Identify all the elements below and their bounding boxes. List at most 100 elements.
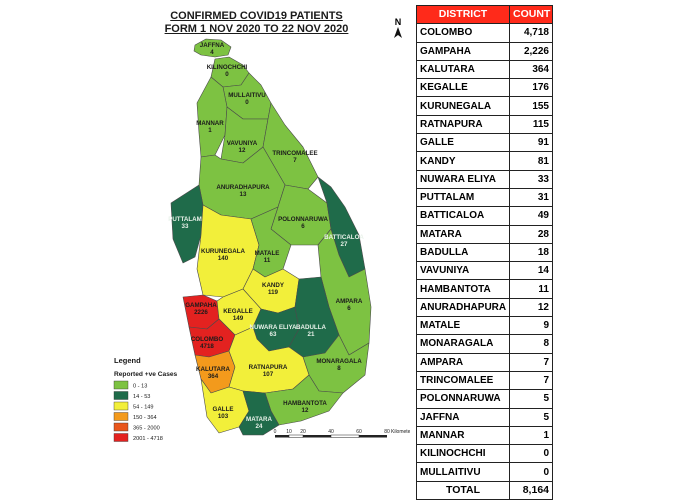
legend-subtitle: Reported +ve Cases bbox=[114, 371, 178, 378]
district-label-polonnaruwa: POLONNARUWA bbox=[278, 216, 328, 223]
header-count: COUNT bbox=[510, 6, 553, 24]
scale-tick: 40 bbox=[328, 429, 334, 435]
count-cell: 81 bbox=[510, 152, 553, 170]
district-cell: MULLAITIVU bbox=[417, 463, 510, 481]
legend-label: 150 - 364 bbox=[133, 415, 157, 421]
scale-tick: 80 bbox=[384, 429, 390, 435]
district-label-mullaitivu: MULLAITIVU bbox=[228, 92, 266, 99]
legend-label: 2001 - 4718 bbox=[133, 436, 163, 442]
table-row: VAVUNIYA 14 bbox=[417, 262, 553, 280]
district-cell: KANDY bbox=[417, 152, 510, 170]
district-value-kalutara: 364 bbox=[208, 373, 219, 380]
count-cell: 11 bbox=[510, 280, 553, 298]
district-mannar bbox=[197, 77, 227, 157]
total-value: 8,164 bbox=[510, 481, 553, 499]
district-value-ratnapura: 107 bbox=[263, 371, 274, 378]
legend-swatch bbox=[114, 392, 128, 400]
count-cell: 33 bbox=[510, 170, 553, 188]
district-cell: PUTTALAM bbox=[417, 188, 510, 206]
district-label-trincomalee: TRINCOMALEE bbox=[272, 150, 317, 157]
count-cell: 7 bbox=[510, 371, 553, 389]
district-label-kandy: KANDY bbox=[262, 282, 285, 289]
table-row: KURUNEGALA 155 bbox=[417, 97, 553, 115]
map-legend: Legend Reported +ve Cases 0 - 13 14 - 53 5… bbox=[114, 356, 178, 442]
district-label-puttalam: PUTTALAM bbox=[168, 216, 202, 223]
district-label-anuradhapura: ANURADHAPURA bbox=[216, 184, 270, 191]
district-label-galle: GALLE bbox=[213, 406, 234, 413]
north-arrow-icon: N bbox=[394, 17, 402, 38]
count-cell: 1 bbox=[510, 426, 553, 444]
district-value-kandy: 119 bbox=[268, 289, 279, 296]
count-cell: 5 bbox=[510, 390, 553, 408]
district-cell: MONARAGALA bbox=[417, 335, 510, 353]
legend-swatch bbox=[114, 413, 128, 421]
table-row: JAFFNA 5 bbox=[417, 408, 553, 426]
district-cell: GAMPAHA bbox=[417, 42, 510, 60]
count-cell: 91 bbox=[510, 134, 553, 152]
district-cell: KEGALLE bbox=[417, 79, 510, 97]
district-value-gampaha: 2226 bbox=[194, 309, 208, 316]
table-row: KANDY 81 bbox=[417, 152, 553, 170]
table-header-row: DISTRICT COUNT bbox=[417, 6, 553, 24]
table-row: KILINOCHCHI 0 bbox=[417, 445, 553, 463]
district-cell: RATNAPURA bbox=[417, 115, 510, 133]
legend-label: 0 - 13 bbox=[133, 384, 147, 390]
district-cell: COLOMBO bbox=[417, 24, 510, 42]
count-cell: 18 bbox=[510, 243, 553, 261]
legend-swatch bbox=[114, 423, 128, 431]
count-cell: 14 bbox=[510, 262, 553, 280]
count-cell: 176 bbox=[510, 79, 553, 97]
district-label-batticaloa: BATTICALOA bbox=[324, 234, 364, 241]
table-row: COLOMBO 4,718 bbox=[417, 24, 553, 42]
district-label-kurunegala: KURUNEGALA bbox=[201, 248, 246, 255]
district-label-hambantota: HAMBANTOTA bbox=[283, 400, 327, 407]
scale-tick: 0 bbox=[274, 429, 277, 435]
district-map: N bbox=[103, 7, 410, 445]
district-value-badulla: 21 bbox=[308, 331, 315, 338]
scale-bar: 01020406080Kilometers bbox=[274, 429, 410, 438]
district-value-ampara: 6 bbox=[347, 305, 351, 312]
table-row: BADULLA 18 bbox=[417, 243, 553, 261]
count-cell: 49 bbox=[510, 207, 553, 225]
count-cell: 8 bbox=[510, 335, 553, 353]
district-label-gampaha: GAMPAHA bbox=[185, 302, 217, 309]
count-cell: 0 bbox=[510, 445, 553, 463]
district-label-jaffna: JAFFNA bbox=[200, 42, 225, 49]
header-district: DISTRICT bbox=[417, 6, 510, 24]
district-cell: MATALE bbox=[417, 317, 510, 335]
district-value-polonnaruwa: 6 bbox=[301, 223, 305, 230]
table-row: KALUTARA 364 bbox=[417, 60, 553, 78]
district-value-nuwara-eliya: 63 bbox=[270, 331, 277, 338]
district-value-kegalle: 149 bbox=[233, 315, 244, 322]
table-row: PUTTALAM 31 bbox=[417, 188, 553, 206]
count-cell: 7 bbox=[510, 353, 553, 371]
count-cell: 12 bbox=[510, 298, 553, 316]
table-row: MULLAITIVU 0 bbox=[417, 463, 553, 481]
district-cell: NUWARA ELIYA bbox=[417, 170, 510, 188]
district-label-mannar: MANNAR bbox=[196, 120, 224, 127]
legend-label: 54 - 149 bbox=[133, 405, 154, 411]
district-count-table: DISTRICT COUNT COLOMBO 4,718 GAMPAHA 2,226 K… bbox=[416, 5, 553, 500]
count-cell: 28 bbox=[510, 225, 553, 243]
scale-unit: Kilometers bbox=[391, 429, 410, 435]
district-value-galle: 103 bbox=[218, 413, 229, 420]
table-row: HAMBANTOTA 11 bbox=[417, 280, 553, 298]
district-cell: JAFFNA bbox=[417, 408, 510, 426]
table-row: KEGALLE 176 bbox=[417, 79, 553, 97]
district-cell: KALUTARA bbox=[417, 60, 510, 78]
district-cell: MANNAR bbox=[417, 426, 510, 444]
district-label-badulla: BADULLA bbox=[296, 324, 326, 331]
district-cell: HAMBANTOTA bbox=[417, 280, 510, 298]
legend-title: Legend bbox=[114, 356, 141, 365]
district-value-jaffna: 4 bbox=[210, 49, 214, 56]
table-row: NUWARA ELIYA 33 bbox=[417, 170, 553, 188]
table-row: ANURADHAPURA 12 bbox=[417, 298, 553, 316]
district-cell: TRINCOMALEE bbox=[417, 371, 510, 389]
table-row: GAMPAHA 2,226 bbox=[417, 42, 553, 60]
count-cell: 31 bbox=[510, 188, 553, 206]
table-row: AMPARA 7 bbox=[417, 353, 553, 371]
district-value-hambantota: 12 bbox=[302, 407, 309, 414]
north-label: N bbox=[395, 17, 402, 27]
district-cell: GALLE bbox=[417, 134, 510, 152]
district-cell: VAVUNIYA bbox=[417, 262, 510, 280]
